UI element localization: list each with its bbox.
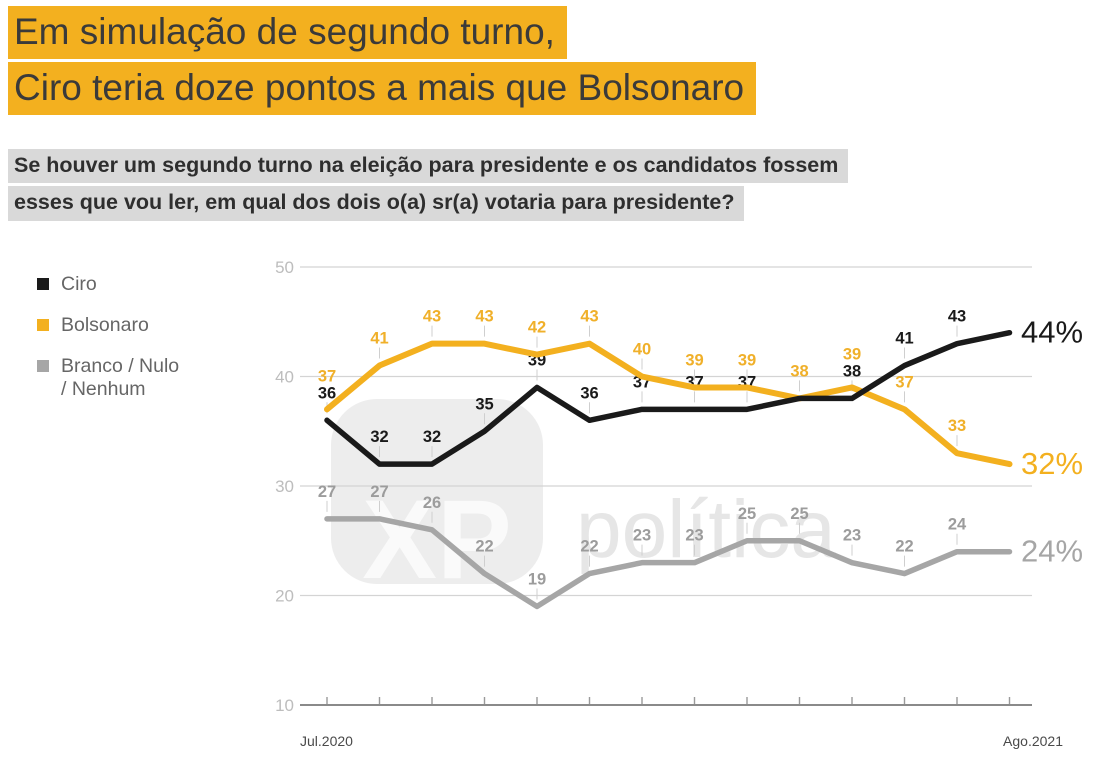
y-axis-label-30: 30 [275,477,294,496]
survey-question: Se houver um segundo turno na eleição pa… [8,149,849,224]
data-label-bolsonaro: 39 [685,351,703,369]
legend-item-bolsonaro: Bolsonaro [37,314,179,338]
series-line-bolsonaro [324,340,1013,468]
title-line-1: Em simulação de segundo turno, [8,6,567,60]
data-label-branco-nulo-nenhum: 23 [843,527,861,545]
data-label-branco-nulo-nenhum: 24 [948,516,967,534]
data-label-branco-nulo-nenhum: 25 [790,505,808,523]
data-label-branco-nulo-nenhum: 27 [318,483,336,501]
data-label-bolsonaro: 33 [948,417,966,435]
data-label-ciro: 38 [843,362,861,380]
data-label-branco-nulo-nenhum: 22 [475,538,493,556]
series-line-branco-nulo-nenhum [324,516,1013,610]
data-label-ciro: 41 [895,330,913,348]
data-label-ciro: 36 [580,384,598,402]
end-label-ciro: 44% [1021,315,1083,350]
data-label-branco-nulo-nenhum: 25 [738,505,756,523]
y-axis-label-20: 20 [275,587,294,606]
y-axis-label-10: 10 [275,696,294,715]
data-label-branco-nulo-nenhum: 22 [895,538,913,556]
page-title: Em simulação de segundo turno, Ciro teri… [8,6,757,118]
data-label-bolsonaro: 43 [580,308,598,326]
x-axis-label-start: Jul.2020 [300,733,353,749]
data-label-ciro: 32 [370,428,388,446]
data-label-bolsonaro: 37 [318,367,336,385]
watermark-brand-text: política [576,484,836,575]
legend-marker-ciro [37,278,49,290]
legend-item-ciro: Ciro [37,273,179,297]
xp-politica-watermark: XP política [331,399,836,602]
legend-label-branco-nulo-nenhum: Branco / Nulo / Nenhum [61,354,180,401]
data-label-bolsonaro: 43 [423,308,441,326]
title-line-2: Ciro teria doze pontos a mais que Bolson… [8,62,757,116]
data-label-bolsonaro: 37 [895,373,913,391]
legend-label-bolsonaro: Bolsonaro [61,313,149,336]
data-label-bolsonaro: 42 [528,319,546,337]
watermark-logo-text: XP [362,477,511,602]
end-label-branco-nulo-nenhum: 24% [1021,534,1083,569]
chart-legend: Ciro Bolsonaro Branco / Nulo / Nenhum [37,273,179,419]
data-label-bolsonaro: 43 [475,308,493,326]
data-label-branco-nulo-nenhum: 23 [685,527,703,545]
x-axis-label-end: Ago.2021 [1003,733,1063,749]
data-label-branco-nulo-nenhum: 23 [633,527,651,545]
end-label-bolsonaro: 32% [1021,446,1083,481]
legend-label-ciro: Ciro [61,273,97,295]
data-label-ciro: 43 [948,308,966,326]
legend-marker-bolsonaro [37,318,49,331]
y-axis-label-40: 40 [275,368,294,387]
y-axis-label-50: 50 [275,258,294,277]
subtitle-line-1: Se houver um segundo turno na eleição pa… [8,149,849,184]
subtitle-line-2: esses que vou ler, em qual dos dois o(a)… [8,186,745,221]
data-label-branco-nulo-nenhum: 19 [528,570,546,588]
data-label-bolsonaro: 41 [370,330,388,348]
data-label-bolsonaro: 39 [738,351,756,369]
data-label-branco-nulo-nenhum: 26 [423,494,441,512]
legend-item-branco-nulo-nenhum: Branco / Nulo / Nenhum [37,355,179,403]
data-label-bolsonaro: 40 [633,341,651,359]
data-label-bolsonaro: 38 [790,362,808,380]
legend-marker-branco-nulo-nenhum [37,359,49,372]
data-label-branco-nulo-nenhum: 22 [580,538,598,556]
series-line-ciro [324,329,1013,467]
data-label-ciro: 32 [423,428,441,446]
data-label-branco-nulo-nenhum: 27 [370,483,388,501]
data-label-ciro: 36 [318,384,336,402]
data-label-ciro: 35 [475,395,493,413]
data-label-bolsonaro: 39 [843,345,861,363]
